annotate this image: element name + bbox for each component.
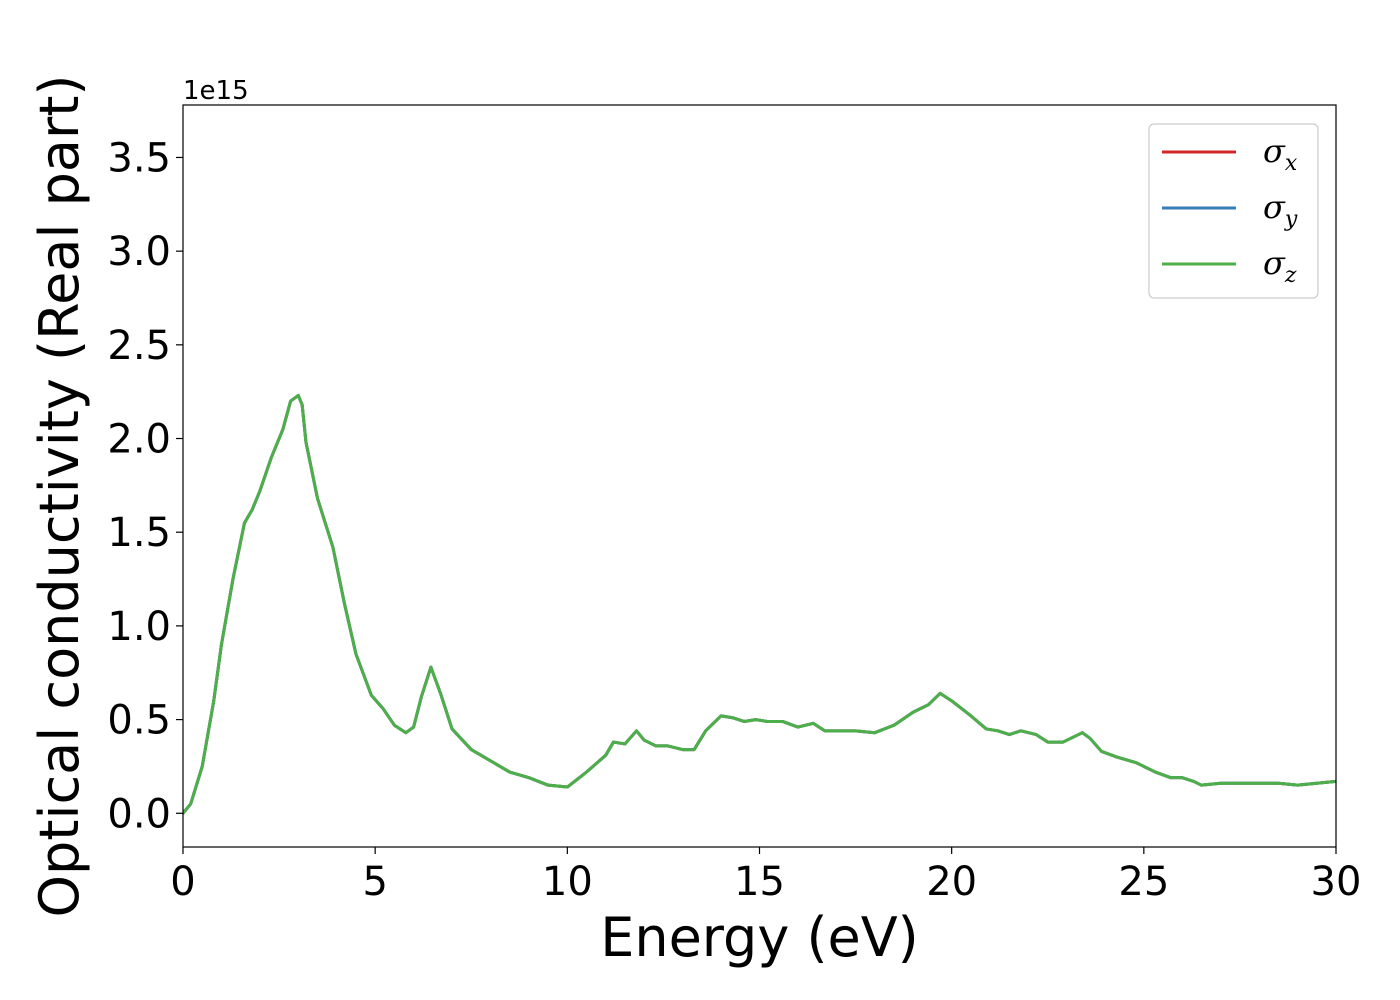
y-tick-label: 0.0: [107, 791, 171, 837]
y-axis: 0.0 0.5 1.0 1.5 2.0 2.5 3.0 3.5: [107, 135, 183, 837]
y-offset-label: 1e15: [183, 76, 249, 106]
series-line-z: [183, 393, 1336, 815]
y-tick-label: 0.5: [107, 698, 171, 744]
y-tick-label: 2.0: [107, 417, 171, 463]
x-tick-label: 5: [362, 859, 387, 905]
x-tick-label: 20: [926, 859, 977, 905]
legend: σx σy σz: [1148, 123, 1319, 299]
x-tick-label: 0: [170, 859, 195, 905]
legend-label-z: σz: [1263, 244, 1297, 288]
x-tick-label: 15: [734, 859, 785, 905]
x-axis: 0 5 10 15 20 25 30: [170, 847, 1361, 905]
y-tick-label: 1.0: [107, 604, 171, 650]
x-tick-label: 30: [1311, 859, 1362, 905]
x-tick-label: 10: [542, 859, 593, 905]
y-tick-label: 3.5: [107, 135, 171, 181]
y-tick-label: 1.5: [107, 510, 171, 556]
series-layer: [183, 393, 1336, 815]
legend-label-y: σy: [1263, 188, 1298, 232]
x-tick-label: 25: [1118, 859, 1169, 905]
x-axis-label: Energy (eV): [600, 906, 919, 969]
y-axis-label: Optical conductivity (Real part): [28, 75, 91, 918]
y-tick-label: 2.5: [107, 323, 171, 369]
y-tick-label: 3.0: [107, 229, 171, 275]
legend-label-x: σx: [1263, 132, 1298, 176]
legend-box: [1148, 123, 1319, 299]
